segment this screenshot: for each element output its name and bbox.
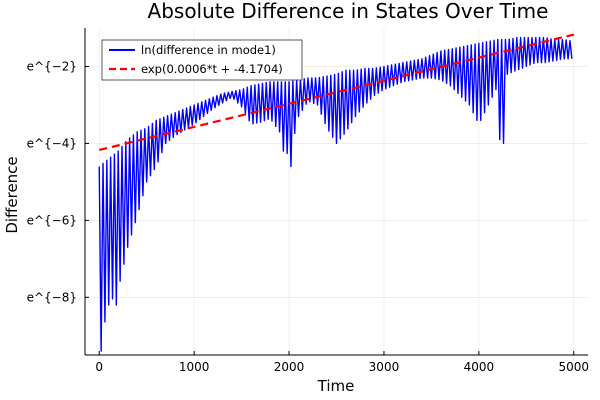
plot-area <box>98 33 575 352</box>
x-tick-label-4: 4000 <box>464 360 495 374</box>
x-tick-label-2: 2000 <box>274 360 305 374</box>
chart-title: Absolute Difference in States Over Time <box>148 0 549 23</box>
legend-label-series-2: exp(0.0006*t + -4.1704) <box>141 62 283 76</box>
legend[interactable]: ln(difference in mode1) exp(0.0006*t + -… <box>101 39 303 81</box>
y-tick-label-3: e^{−2} <box>27 59 77 73</box>
x-tick-label-3: 3000 <box>369 360 400 374</box>
legend-box <box>101 39 303 81</box>
x-tick-label-1: 1000 <box>179 360 210 374</box>
legend-label-series-1: ln(difference in mode1) <box>141 43 276 57</box>
series-line-exp-fit <box>98 33 575 152</box>
x-tick-label-5: 5000 <box>558 360 589 374</box>
axes: 0 1000 2000 3000 4000 5000 e^{−8} e^{−6} e^{−4} e… <box>27 28 589 374</box>
y-tick-label-0: e^{−8} <box>27 290 77 304</box>
series-line-ln-difference <box>98 36 573 352</box>
x-tick-label-0: 0 <box>95 360 103 374</box>
y-tick-label-1: e^{−6} <box>27 213 77 227</box>
y-axis-label: Difference <box>3 156 21 233</box>
x-axis-label: Time <box>317 377 355 395</box>
y-tick-label-2: e^{−4} <box>27 136 77 150</box>
